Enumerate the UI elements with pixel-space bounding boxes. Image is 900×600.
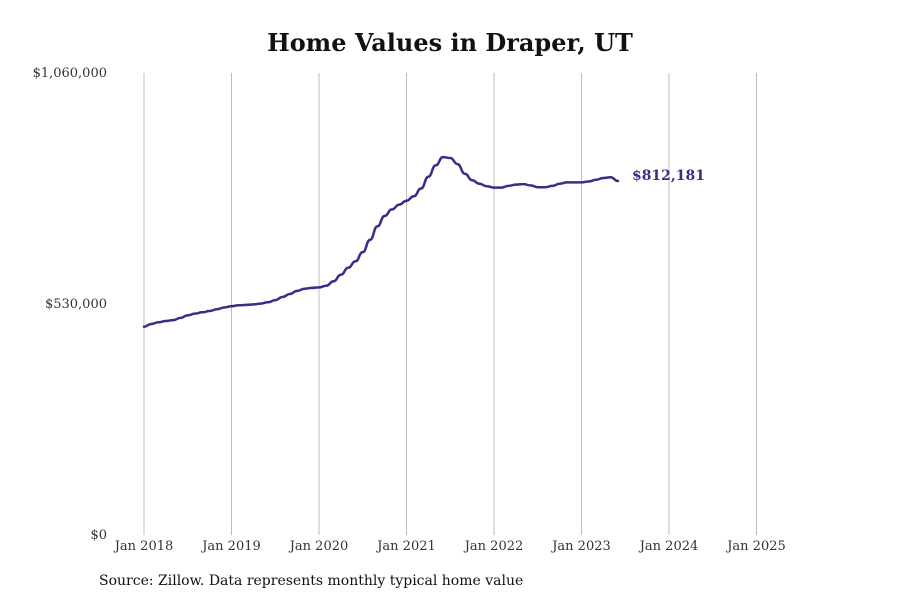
y-tick-label: $1,060,000 [33, 66, 107, 81]
gridlines [143, 73, 757, 535]
y-tick-label: $0 [90, 528, 107, 543]
y-tick-label: $530,000 [45, 297, 107, 312]
x-axis-ticks: Jan 2018 Jan 2019 Jan 2020 Jan 2021 Jan 2022… [113, 539, 786, 554]
x-tick-label: Jan 2023 [550, 539, 611, 554]
x-tick-label: Jan 2020 [288, 539, 349, 554]
x-tick-label: Jan 2019 [200, 539, 261, 554]
x-tick-label: Jan 2024 [638, 539, 699, 554]
end-value-label: $812,181 [632, 168, 705, 184]
y-axis-ticks: $0 $530,000 $1,060,000 [33, 66, 107, 543]
x-tick-label: Jan 2025 [725, 539, 786, 554]
chart-title: Home Values in Draper, UT [267, 28, 633, 57]
source-note: Source: Zillow. Data represents monthly … [99, 573, 524, 589]
x-tick-label: Jan 2021 [375, 539, 436, 554]
x-tick-label: Jan 2022 [463, 539, 524, 554]
series-line [142, 155, 620, 328]
x-tick-label: Jan 2018 [113, 539, 174, 554]
